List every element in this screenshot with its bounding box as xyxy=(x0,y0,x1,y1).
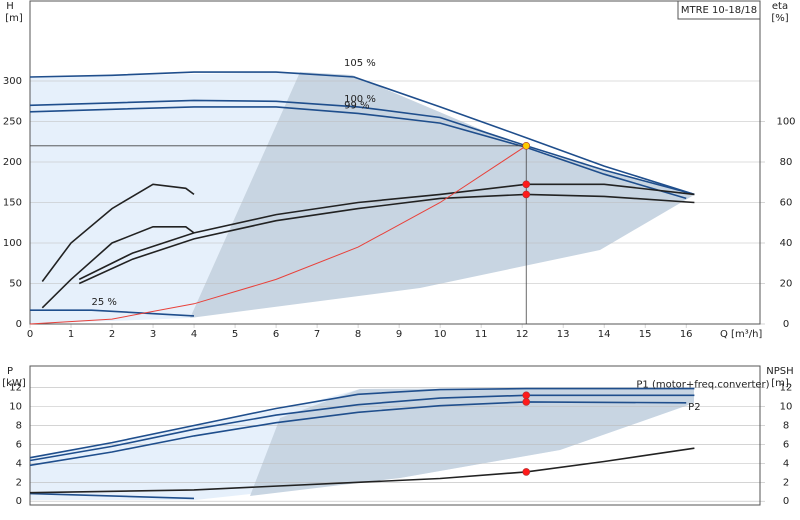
curve-label: 99 % xyxy=(344,100,369,111)
x-tick-label: 0 xyxy=(27,329,33,340)
curve-label: 105 % xyxy=(344,58,376,69)
y-axis-label: H xyxy=(6,1,14,12)
y2-tick-label: 60 xyxy=(780,198,793,209)
y2-tick-label: 40 xyxy=(780,238,793,249)
y-axis-unit: [m] xyxy=(5,13,23,24)
x-tick-label: 3 xyxy=(150,329,156,340)
x-tick-label: 8 xyxy=(355,329,361,340)
y-tick-label: 8 xyxy=(16,421,22,432)
curve-label: P1 (motor+freq.converter) xyxy=(636,379,769,390)
curve xyxy=(29,492,195,500)
curve xyxy=(29,106,687,200)
curve xyxy=(30,309,195,317)
x-tick-label: 15 xyxy=(639,329,652,340)
curve-label: 100 % xyxy=(344,94,376,105)
operating-point xyxy=(522,180,531,189)
y-tick-label: 300 xyxy=(3,76,22,87)
x-axis-label: Q [m³/h] xyxy=(720,329,762,340)
curve xyxy=(29,71,695,196)
range-shading xyxy=(250,388,694,496)
y-tick-label: 150 xyxy=(3,198,22,209)
curve xyxy=(29,387,695,459)
y-tick-label: 4 xyxy=(16,458,22,469)
y2-axis-unit: [%] xyxy=(771,13,788,24)
x-tick-label: 5 xyxy=(232,329,238,340)
y2-axis-label: NPSH xyxy=(766,366,793,377)
curve-label: P2 xyxy=(688,402,700,413)
x-tick-label: 2 xyxy=(109,329,115,340)
y-tick-label: 50 xyxy=(9,279,22,290)
y2-tick-label: 80 xyxy=(780,157,793,168)
curve xyxy=(29,99,695,196)
y-tick-label: 100 xyxy=(3,238,22,249)
plot-frame xyxy=(29,365,761,506)
x-tick-label: 4 xyxy=(191,329,197,340)
x-tick-label: 13 xyxy=(557,329,570,340)
curve xyxy=(29,447,695,494)
range-shading xyxy=(190,72,694,318)
plot-frame xyxy=(29,0,761,325)
x-tick-label: 10 xyxy=(434,329,447,340)
y2-tick-label: 0 xyxy=(783,319,789,330)
x-tick-label: 14 xyxy=(598,329,611,340)
x-tick-label: 9 xyxy=(396,329,402,340)
x-tick-label: 16 xyxy=(680,329,693,340)
x-tick-label: 12 xyxy=(516,329,529,340)
operating-point xyxy=(522,391,531,400)
curve-label: 25 % xyxy=(92,297,117,308)
curve xyxy=(41,226,195,309)
y-tick-label: 12 xyxy=(9,383,22,394)
curve xyxy=(78,193,695,285)
y2-axis-unit: [m] xyxy=(771,378,789,389)
operating-point xyxy=(522,398,531,406)
model-label: MTRE 10-18/18 xyxy=(681,5,757,16)
y-tick-label: 200 xyxy=(3,157,22,168)
y-tick-label: 250 xyxy=(3,117,22,128)
y-tick-label: 0 xyxy=(16,496,22,507)
y2-tick-label: 20 xyxy=(780,279,793,290)
operating-point xyxy=(522,190,531,199)
y2-tick-label: 6 xyxy=(783,439,789,450)
curve xyxy=(78,183,695,281)
curve xyxy=(29,145,527,325)
y2-tick-label: 12 xyxy=(780,383,793,394)
x-tick-label: 6 xyxy=(273,329,279,340)
y2-tick-label: 8 xyxy=(783,421,789,432)
operating-point xyxy=(522,142,531,150)
y2-tick-label: 10 xyxy=(780,402,793,413)
y2-axis-label: eta xyxy=(772,1,788,12)
y-axis-unit: [kW] xyxy=(2,378,26,389)
y2-tick-label: 0 xyxy=(783,496,789,507)
y2-tick-label: 4 xyxy=(783,458,789,469)
x-tick-label: 7 xyxy=(314,329,320,340)
operating-point xyxy=(522,468,531,476)
y-tick-label: 0 xyxy=(16,319,22,330)
y-axis-label: P xyxy=(7,366,13,377)
y-tick-label: 6 xyxy=(16,439,22,450)
x-tick-label: 1 xyxy=(68,329,74,340)
curve xyxy=(29,401,687,467)
y2-tick-label: 2 xyxy=(783,477,789,488)
range-shading xyxy=(30,72,300,324)
y-tick-label: 2 xyxy=(16,477,22,488)
curve xyxy=(41,183,195,282)
y-tick-label: 10 xyxy=(9,402,22,413)
x-tick-label: 11 xyxy=(475,329,488,340)
y2-tick-label: 100 xyxy=(776,117,795,128)
model-box xyxy=(677,0,761,20)
curve xyxy=(29,394,695,462)
